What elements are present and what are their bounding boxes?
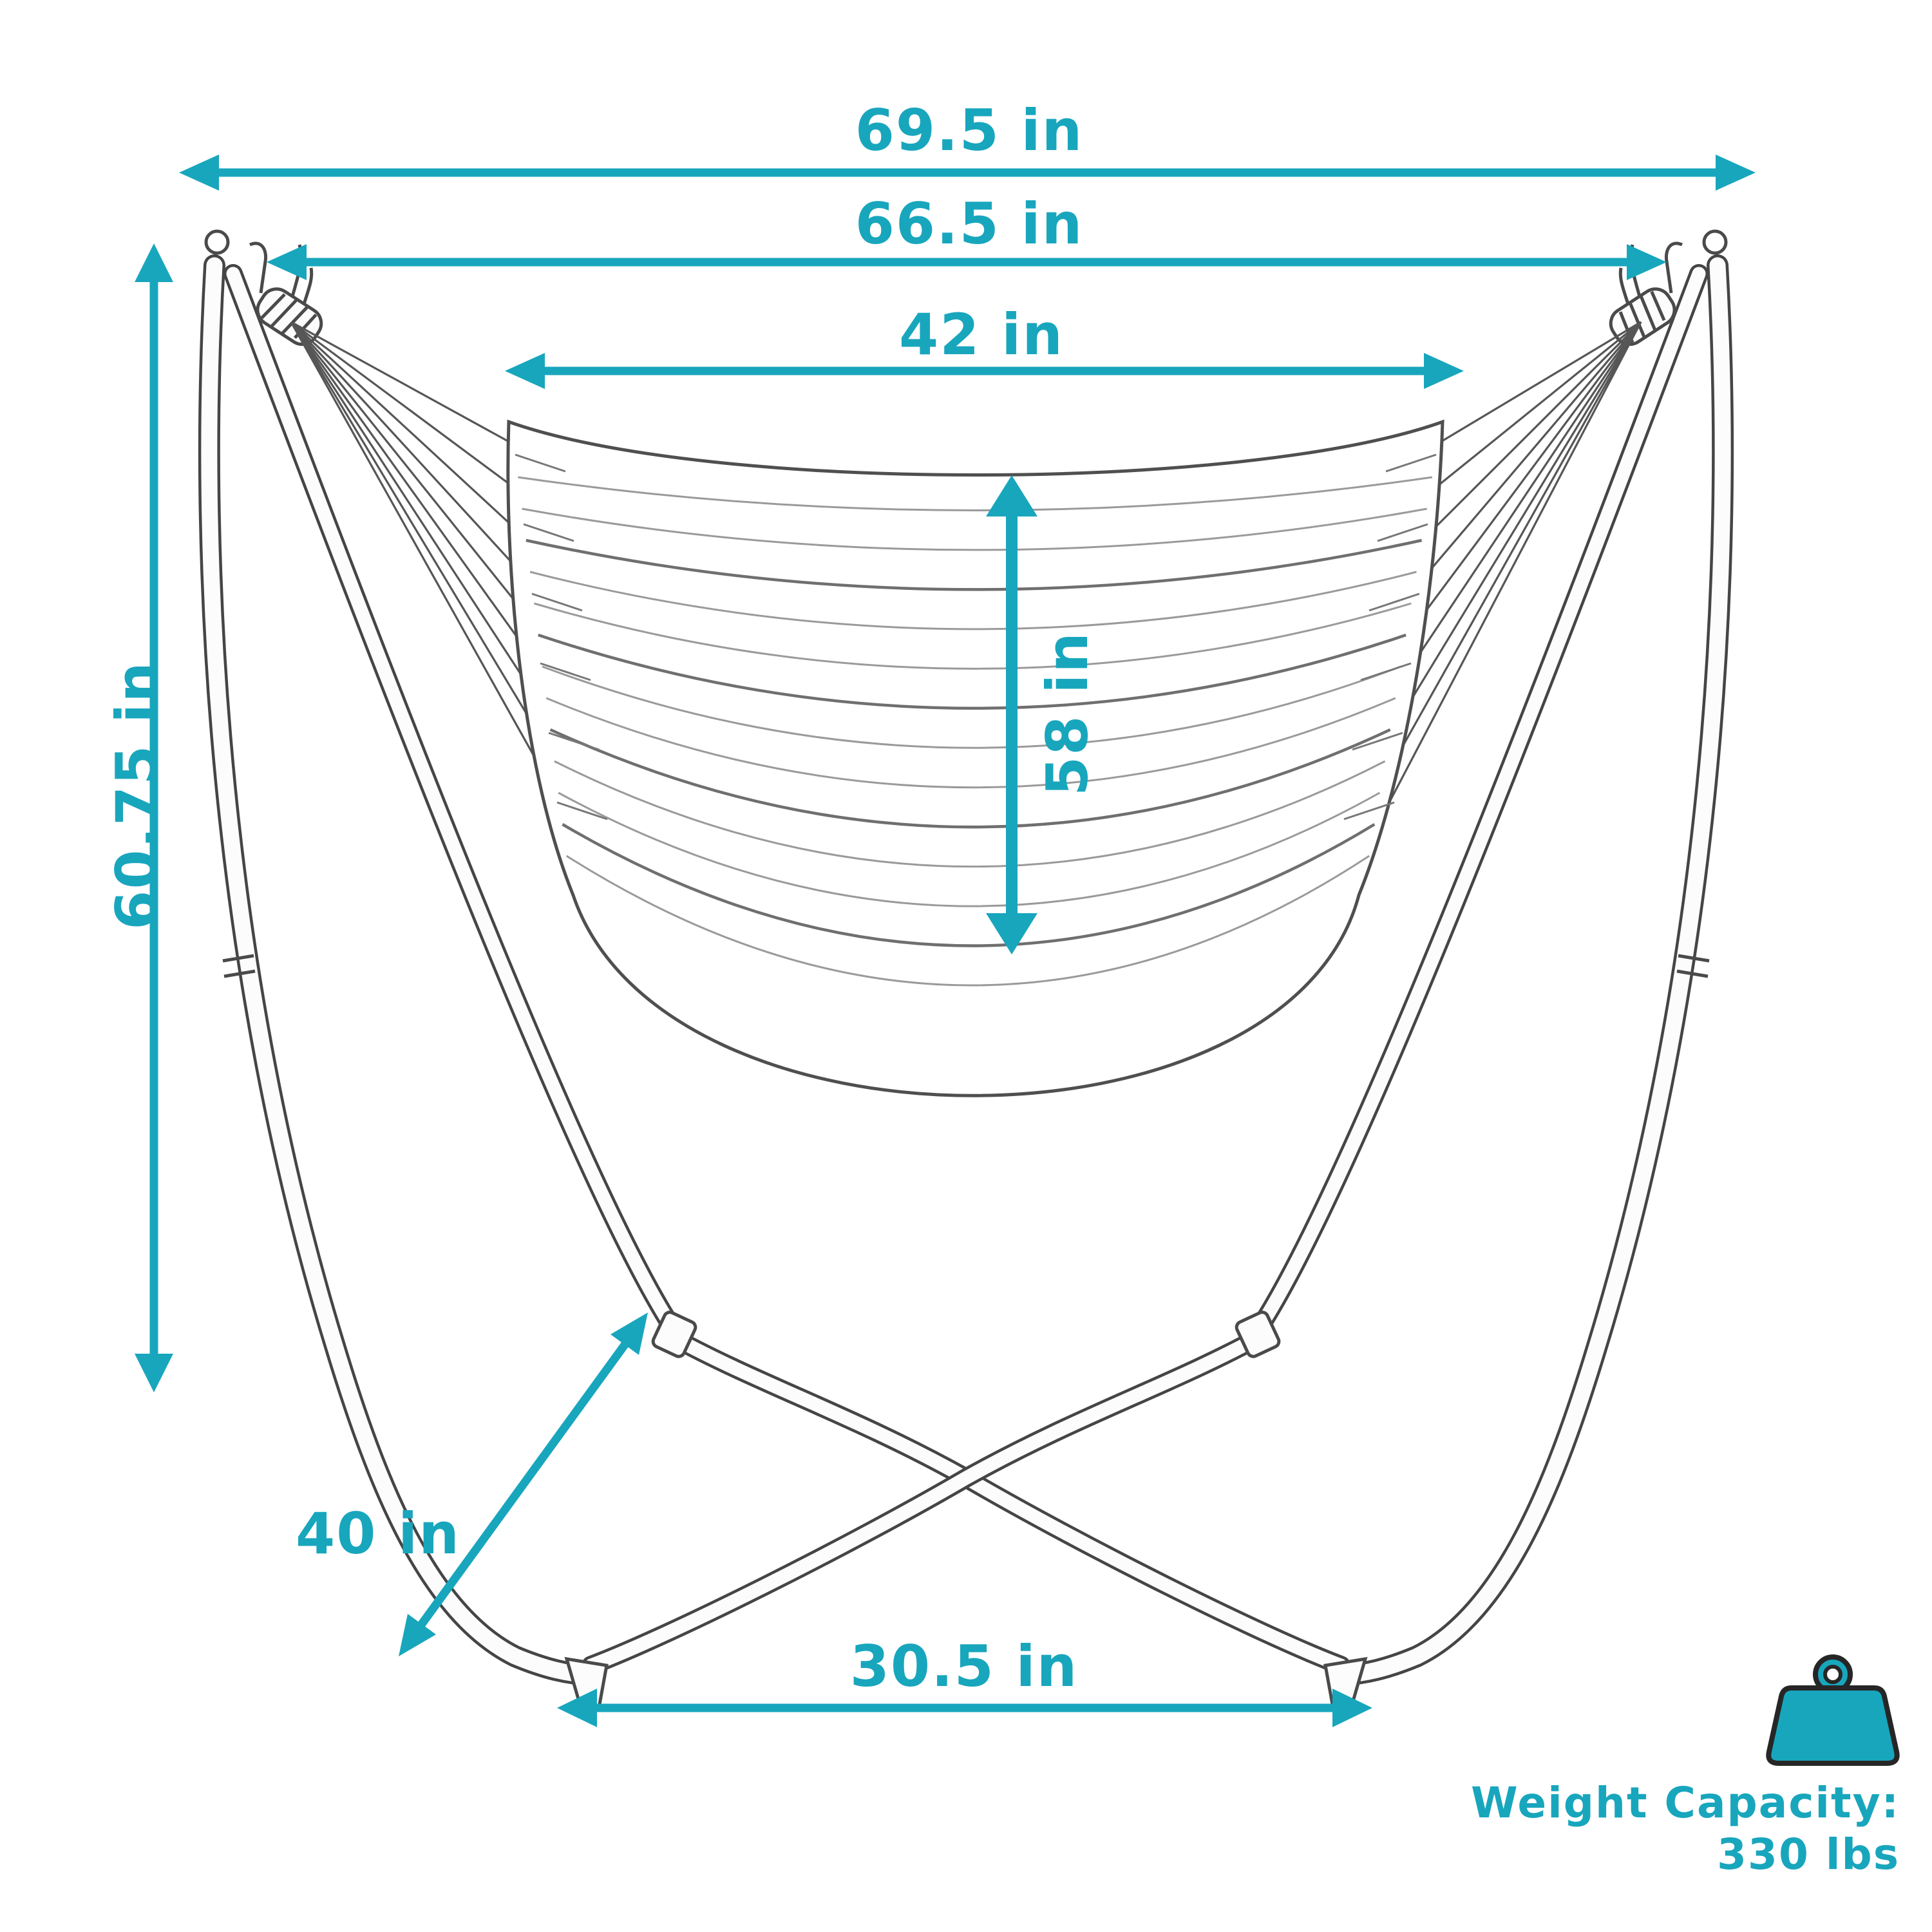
arrowhead-up-right-icon: [611, 1312, 648, 1355]
pleat-line: [540, 662, 591, 681]
stand-height-label: 60.75 in: [104, 661, 170, 930]
weight-capacity-block: Weight Capacity: 330 lbs: [1471, 1654, 1900, 1879]
hook-to-hook-label: 66.5 in: [855, 191, 1084, 257]
stand-height-dimension: 60.75 in: [104, 243, 173, 1392]
right-outer-post: [1335, 257, 1731, 1683]
hammock-rope: [1382, 321, 1642, 709]
weight-icon: [1766, 1654, 1900, 1766]
fabric-fold-line: [534, 602, 1412, 670]
pleat-line: [548, 732, 600, 751]
weight-capacity-value: 330 lbs: [1717, 1830, 1900, 1879]
post-coupler-right: [1676, 954, 1710, 978]
pleat-line: [1343, 801, 1395, 820]
arrowhead-right-icon: [1716, 155, 1756, 191]
fabric-fold-line: [542, 665, 1401, 749]
pleat-line: [556, 801, 608, 820]
hammock-rope: [1365, 321, 1642, 812]
hook-to-hook-dimension: 66.5 in: [267, 191, 1667, 280]
fabric-pleats-left: [515, 453, 608, 820]
hammock-rope: [1399, 321, 1642, 607]
arrowhead-left-icon: [179, 155, 219, 191]
hammock-fabric-sketch: [506, 419, 1444, 1097]
pleat-line: [531, 592, 583, 612]
post-coupler-left: [222, 954, 256, 978]
fabric-fold-line: [549, 728, 1391, 829]
arrowhead-right-icon: [1332, 1689, 1372, 1727]
base-bracket-left: [651, 1311, 697, 1358]
arrowhead-up-icon: [986, 475, 1037, 516]
fabric-fold-line: [554, 760, 1386, 868]
fabric-fold-lines: [518, 476, 1433, 987]
base-leg-left-to-right: [668, 1331, 1348, 1672]
hammock-ropes-right: [1356, 321, 1642, 864]
pleat-line: [1360, 662, 1412, 681]
dimension-annotations: 69.5 in 66.5 in 42 in 58 in: [104, 97, 1900, 1879]
pleat-line: [1352, 732, 1403, 751]
seat-width-dimension: 42 in: [505, 301, 1464, 389]
hammock-stand-sketch: [198, 229, 1734, 1710]
arrowhead-left-icon: [557, 1689, 597, 1727]
hammock-rope: [1390, 321, 1642, 658]
pleat-line: [523, 523, 574, 542]
hammock-rope: [1374, 321, 1642, 761]
stand-frame-tubes: [198, 254, 1734, 1686]
base-bracket-right: [1235, 1311, 1281, 1358]
fabric-fold-line: [545, 697, 1396, 789]
fabric-fold-line: [518, 476, 1433, 511]
hanging-hook-left: [204, 229, 268, 294]
arrowhead-down-left-icon: [399, 1614, 436, 1656]
arrowhead-down-icon: [135, 1354, 173, 1392]
base-depth-dimension: 40 in: [296, 1312, 648, 1656]
hammock-rope: [290, 321, 526, 452]
fabric-fold-line: [558, 791, 1381, 907]
hammock-rope: [1408, 321, 1642, 555]
pleat-line: [1377, 523, 1428, 542]
fabric-fold-line: [562, 823, 1376, 947]
fabric-fold-line: [526, 538, 1423, 591]
fabric-fold-line: [529, 571, 1417, 630]
fabric-pleats-right: [1343, 453, 1437, 820]
left-outer-post: [201, 257, 597, 1683]
base-width-label: 30.5 in: [850, 1633, 1079, 1700]
fabric-fold-line: [565, 855, 1370, 987]
base-width-dimension: 30.5 in: [557, 1633, 1372, 1727]
fabric-height-label: 58 in: [1034, 631, 1101, 796]
hammock-rope: [1416, 321, 1642, 504]
arrowhead-up-icon: [135, 243, 173, 282]
arrowhead-down-icon: [986, 913, 1037, 954]
right-inner-leg: [1255, 267, 1706, 1331]
fabric-height-dimension: 58 in: [986, 475, 1101, 954]
arrowhead-right-icon: [1627, 244, 1667, 280]
weight-capacity-label: Weight Capacity:: [1471, 1778, 1900, 1828]
base-depth-label: 40 in: [296, 1501, 460, 1567]
fabric-fold-line: [537, 633, 1406, 710]
hammock-rope: [290, 321, 544, 555]
overall-width-dimension: 69.5 in: [179, 97, 1756, 191]
base-leg-right-to-left: [584, 1331, 1264, 1672]
pleat-line: [1368, 592, 1420, 612]
arrowhead-left-icon: [505, 353, 545, 389]
hammock-fabric-outline: [506, 419, 1444, 1097]
fabric-fold-line: [522, 507, 1427, 551]
arrowhead-right-icon: [1424, 353, 1464, 389]
overall-width-label: 69.5 in: [855, 97, 1084, 164]
hammock-rope: [290, 321, 535, 504]
pleat-line: [515, 453, 566, 473]
hammock-rope: [1356, 321, 1642, 864]
hammock-rope: [290, 321, 552, 607]
pleat-line: [1385, 453, 1437, 473]
seat-width-label: 42 in: [899, 301, 1064, 368]
arrowhead-left-icon: [267, 244, 307, 280]
left-inner-leg: [226, 267, 677, 1331]
hammock-rope: [1425, 321, 1642, 452]
hanging-hook-right: [1664, 229, 1728, 294]
